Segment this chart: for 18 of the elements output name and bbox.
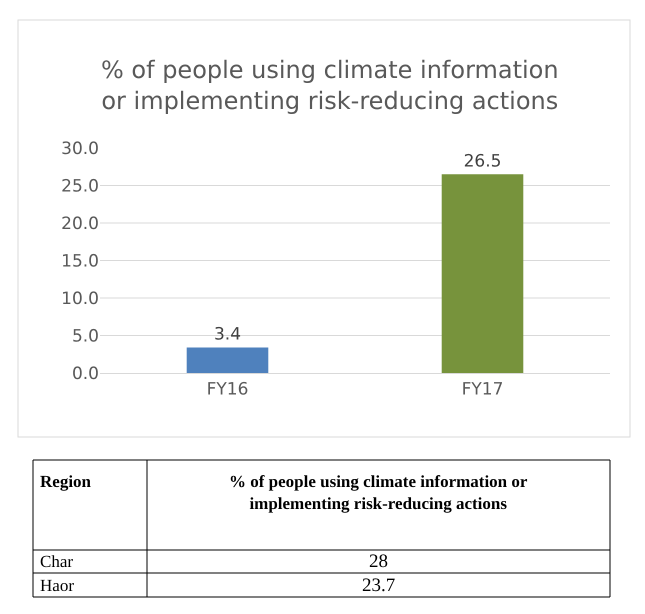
text: Char xyxy=(40,552,74,571)
y-tick-label: 15.0 xyxy=(61,251,99,272)
x-tick-label: FY16 xyxy=(206,379,248,400)
data-label: 26.5 xyxy=(464,151,502,172)
y-tick-label: 30.0 xyxy=(61,138,99,159)
x-tick-label: FY17 xyxy=(462,379,504,400)
text: 23.7 xyxy=(362,575,396,596)
chart-title: % of people using climate information or implementing risk-reducing actions xyxy=(101,56,559,116)
y-tick-label: 0.0 xyxy=(72,364,99,384)
text: Haor xyxy=(40,576,74,595)
y-tick-label: 20.0 xyxy=(61,214,99,234)
text: 28 xyxy=(369,551,388,572)
text: % of people using climate information or implementing risk-reducing actions xyxy=(229,472,528,514)
text: Region xyxy=(40,472,92,491)
data-label: 3.4 xyxy=(214,324,242,344)
y-tick-label: 10.0 xyxy=(61,288,99,309)
y-tick-label: 25.0 xyxy=(61,176,99,196)
y-tick-label: 5.0 xyxy=(72,326,99,346)
